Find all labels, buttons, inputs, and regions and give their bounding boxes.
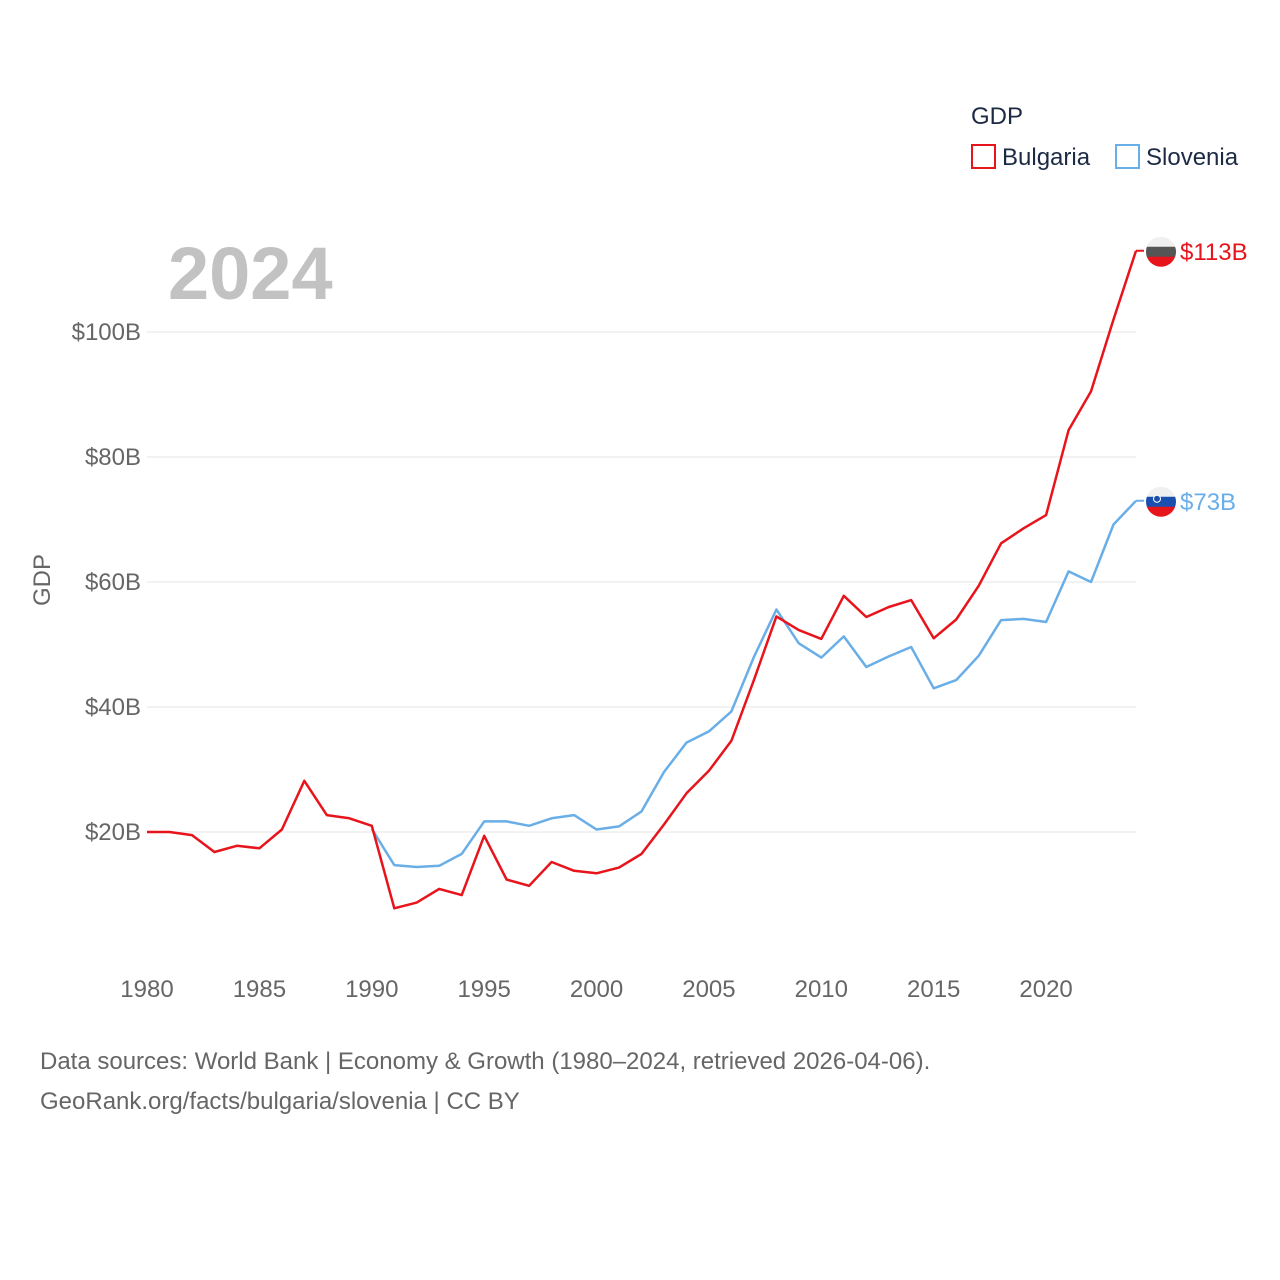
legend-title: GDP (971, 103, 1023, 130)
gridlines (147, 331, 1136, 833)
x-tick-label: 2015 (907, 976, 960, 1003)
legend-label-bulgaria: Bulgaria (1002, 144, 1091, 171)
x-tick-label: 1985 (233, 976, 286, 1003)
x-tick-label: 2010 (795, 976, 848, 1003)
end-value-label-slovenia: $73B (1180, 489, 1236, 516)
legend-label-slovenia: Slovenia (1146, 144, 1239, 171)
y-axis-ticks: $20B $40B $60B $80B $100B (72, 319, 141, 846)
legend-swatch-slovenia (1115, 144, 1140, 169)
x-tick-label: 2020 (1019, 976, 1072, 1003)
series-lines (147, 250, 1138, 910)
x-tick-label: 1995 (457, 976, 510, 1003)
x-axis-ticks: 1980 1985 1990 1995 2000 2005 2010 2015 2020 (120, 976, 1072, 1003)
series-line-bulgaria (147, 250, 1138, 910)
footer-attribution[interactable]: GeoRank.org/facts/bulgaria/slovenia | CC… (40, 1088, 520, 1115)
y-tick-label: $40B (85, 694, 141, 721)
legend: GDP Bulgaria Slovenia (971, 103, 1239, 171)
legend-swatch-bulgaria (971, 144, 996, 169)
footer-sources: Data sources: World Bank | Economy & Gro… (40, 1048, 931, 1075)
x-tick-label: 1990 (345, 976, 398, 1003)
x-tick-label: 1980 (120, 976, 173, 1003)
legend-item-slovenia[interactable]: Slovenia (1115, 144, 1239, 171)
current-year-label: 2024 (168, 232, 333, 315)
end-value-label-bulgaria: $113B (1180, 239, 1248, 266)
x-tick-label: 2005 (682, 976, 735, 1003)
y-tick-label: $80B (85, 444, 141, 471)
y-tick-label: $60B (85, 569, 141, 596)
bulgaria-flag-icon (1146, 236, 1176, 267)
x-tick-label: 2000 (570, 976, 623, 1003)
slovenia-flag-icon (1146, 486, 1176, 517)
y-tick-label: $20B (85, 819, 141, 846)
footer: Data sources: World Bank | Economy & Gro… (40, 1042, 1240, 1122)
series-endpoints: $73B $113B (1136, 236, 1248, 517)
y-tick-label: $100B (72, 319, 141, 346)
series-line-slovenia (370, 499, 1137, 869)
legend-item-bulgaria[interactable]: Bulgaria (971, 144, 1091, 171)
y-axis-title: GDP (29, 554, 56, 606)
